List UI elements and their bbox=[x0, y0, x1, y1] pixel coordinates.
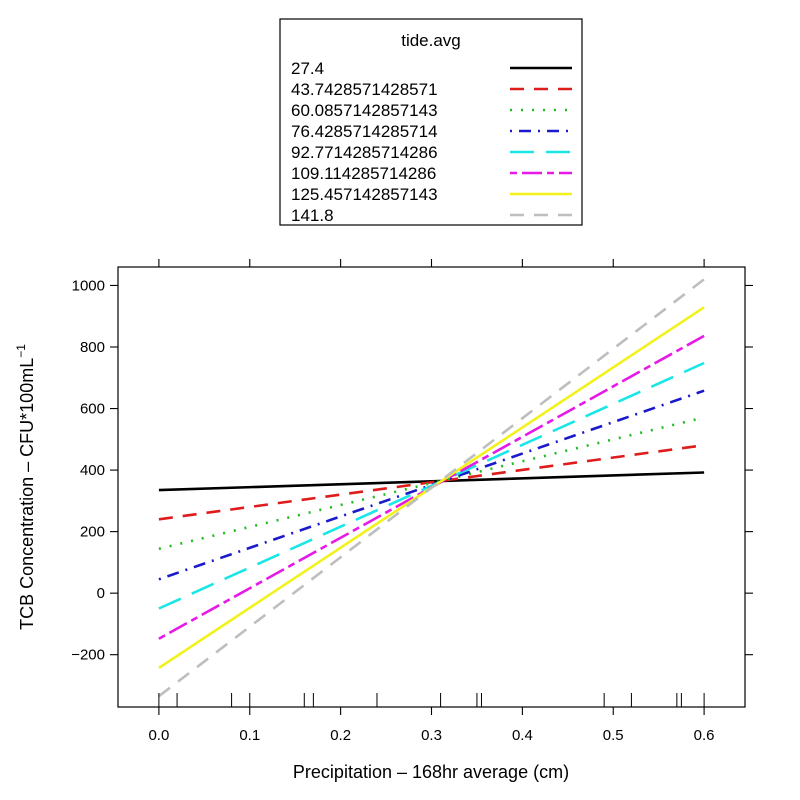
legend-label: 43.7428571428571 bbox=[291, 80, 438, 99]
legend-label: 141.8 bbox=[291, 206, 334, 225]
legend-label: 109.114285714286 bbox=[291, 164, 436, 183]
legend-label: 125.457142857143 bbox=[291, 185, 438, 204]
legend-label: 76.4285714285714 bbox=[291, 122, 438, 141]
x-tick-label: 0.0 bbox=[148, 727, 169, 744]
y-tick-label: 0 bbox=[97, 585, 105, 602]
legend: tide.avg 27.4 43.7428571428571 60.08571428… bbox=[279, 18, 583, 226]
y-tick-label: 400 bbox=[80, 462, 105, 479]
x-tick-label: 0.5 bbox=[603, 727, 624, 744]
series-line bbox=[158, 443, 705, 521]
series-group bbox=[158, 278, 705, 698]
y-axis-label-superscript: −1 bbox=[14, 344, 28, 358]
y-tick-label: 600 bbox=[80, 401, 105, 418]
y-tick-label: 800 bbox=[80, 339, 105, 356]
legend-label: 60.0857142857143 bbox=[291, 101, 438, 120]
legend-label: 92.7714285714286 bbox=[291, 143, 438, 162]
x-tick-label: 0.4 bbox=[512, 727, 533, 744]
series-line bbox=[158, 278, 705, 698]
x-axis-label: Precipitation – 168hr average (cm) bbox=[293, 762, 569, 782]
y-axis-label: TCB Concentration – CFU*100mL−1 bbox=[14, 344, 37, 630]
y-tick-label: −200 bbox=[71, 647, 105, 664]
x-tick-label: 0.1 bbox=[239, 727, 260, 744]
x-tick-label: 0.6 bbox=[694, 727, 715, 744]
axes: 0.0 0.1 0.2 0.3 0.4 0.5 0.6 −200 0 200 400 600 800 10… bbox=[71, 259, 753, 744]
x-tick-label: 0.3 bbox=[421, 727, 442, 744]
series-line bbox=[158, 361, 705, 610]
series-line bbox=[158, 389, 705, 581]
y-tick-label: 200 bbox=[80, 524, 105, 541]
y-axis-label-text: TCB Concentration – CFU*100mL bbox=[17, 358, 37, 630]
x-tick-label: 0.2 bbox=[330, 727, 351, 744]
legend-label: 27.4 bbox=[291, 59, 324, 78]
y-tick-label: 1000 bbox=[72, 277, 105, 294]
legend-box bbox=[279, 18, 583, 226]
legend-title: tide.avg bbox=[401, 31, 461, 50]
